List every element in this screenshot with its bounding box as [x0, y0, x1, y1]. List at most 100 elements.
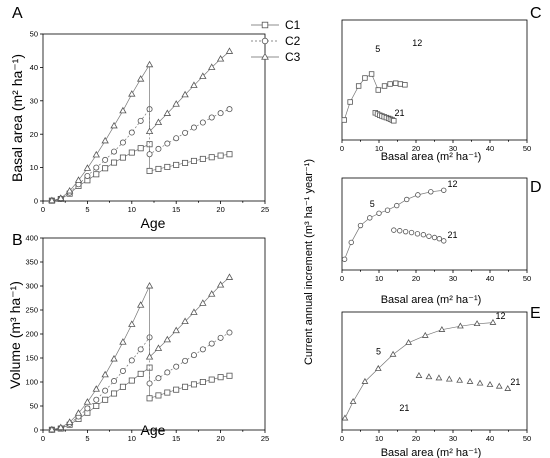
data-point — [208, 154, 215, 161]
data-point — [402, 228, 409, 235]
series-c3 — [48, 47, 234, 204]
data-point — [384, 207, 391, 213]
y-tick-label: 200 — [25, 330, 38, 339]
x-tick-label: 10 — [375, 144, 383, 153]
data-point — [48, 196, 56, 204]
data-point — [146, 167, 153, 174]
data-point — [190, 81, 198, 88]
data-point — [92, 385, 100, 392]
data-point — [405, 338, 412, 345]
plot-frame — [341, 19, 528, 141]
data-point — [402, 82, 408, 88]
data-point — [208, 63, 216, 70]
panel-a: 0 5 10 15 20 25 0 10 20 30 40 50 A Age Basal area (m² … — [9, 5, 269, 231]
data-point — [347, 99, 353, 105]
data-point — [415, 192, 421, 198]
data-point — [466, 377, 474, 384]
x-tick-label: 10 — [375, 274, 383, 283]
data-point — [173, 135, 180, 142]
data-point — [83, 398, 92, 405]
data-point — [146, 380, 153, 387]
data-point — [199, 299, 207, 306]
data-point — [173, 386, 180, 393]
x-tick-label: 40 — [486, 144, 494, 153]
legend-label: C2 — [285, 34, 301, 48]
data-point — [101, 136, 109, 144]
panel-d: 0 10 20 30 40 50 D Basal area (m² ha⁻¹) Current … — [303, 159, 542, 365]
data-point — [93, 402, 100, 409]
panel-letter: A — [12, 5, 23, 22]
data-point — [217, 374, 224, 381]
data-point — [190, 157, 197, 164]
x-axis-title: Basal area (m² ha⁻¹) — [381, 151, 482, 163]
data-point — [456, 376, 464, 383]
data-point — [181, 317, 189, 325]
data-point — [435, 374, 443, 381]
x-tick-label: 50 — [523, 274, 531, 283]
data-point — [392, 80, 399, 86]
y-tick-label: 150 — [25, 354, 38, 363]
data-point — [155, 375, 162, 382]
data-point — [155, 392, 162, 399]
series-line — [51, 277, 230, 431]
data-point — [368, 71, 375, 77]
y-axis-title: Volume (m³ ha⁻¹) — [7, 281, 23, 389]
series-line — [51, 366, 230, 431]
data-point — [389, 350, 397, 357]
series-group-1 — [341, 187, 447, 262]
data-point — [216, 55, 225, 62]
data-point — [163, 335, 172, 343]
x-tick-label: 0 — [41, 434, 45, 443]
data-point — [397, 228, 403, 234]
data-point — [387, 81, 393, 87]
data-point — [208, 290, 216, 297]
y-tick-label: 100 — [25, 378, 38, 387]
data-point — [128, 149, 135, 156]
data-point — [155, 145, 162, 152]
data-point — [110, 121, 118, 129]
data-point — [225, 47, 234, 54]
data-point — [381, 83, 388, 89]
data-point — [111, 159, 118, 166]
data-point — [473, 320, 481, 327]
data-point — [226, 151, 233, 158]
data-point — [199, 119, 206, 126]
point-annotation: 21 — [395, 108, 405, 118]
data-point — [486, 380, 494, 387]
legend: C1 C2 C3 — [251, 18, 301, 64]
data-point — [181, 90, 189, 98]
data-point — [226, 329, 233, 336]
data-point — [154, 118, 163, 125]
y-tick-label: 40 — [30, 63, 38, 72]
data-point — [199, 72, 207, 79]
series-group-2 — [391, 227, 447, 244]
data-point — [137, 145, 144, 152]
y-tick-label: 400 — [25, 234, 38, 243]
data-point — [415, 372, 423, 378]
data-point — [136, 301, 145, 308]
legend-marker — [261, 52, 269, 60]
data-point — [199, 155, 206, 162]
series-line — [51, 51, 230, 202]
data-point — [445, 375, 453, 382]
data-point — [128, 357, 135, 364]
point-annotation: 12 — [412, 38, 422, 48]
x-tick-label: 30 — [449, 434, 457, 443]
point-annotation: 21 — [510, 377, 520, 387]
data-point — [216, 281, 225, 288]
data-point — [208, 376, 215, 383]
x-tick-label: 50 — [523, 144, 531, 153]
data-point — [361, 377, 369, 384]
data-point — [102, 387, 109, 394]
data-point — [65, 186, 74, 194]
data-point — [355, 83, 362, 89]
data-point — [164, 163, 171, 170]
series-line — [51, 332, 230, 431]
data-point — [57, 194, 65, 201]
x-tick-label: 30 — [449, 144, 457, 153]
x-tick-label: 0 — [340, 144, 344, 153]
point-annotation: 21 — [447, 230, 457, 240]
data-point — [146, 151, 153, 158]
point-annotation: 21 — [399, 403, 409, 413]
